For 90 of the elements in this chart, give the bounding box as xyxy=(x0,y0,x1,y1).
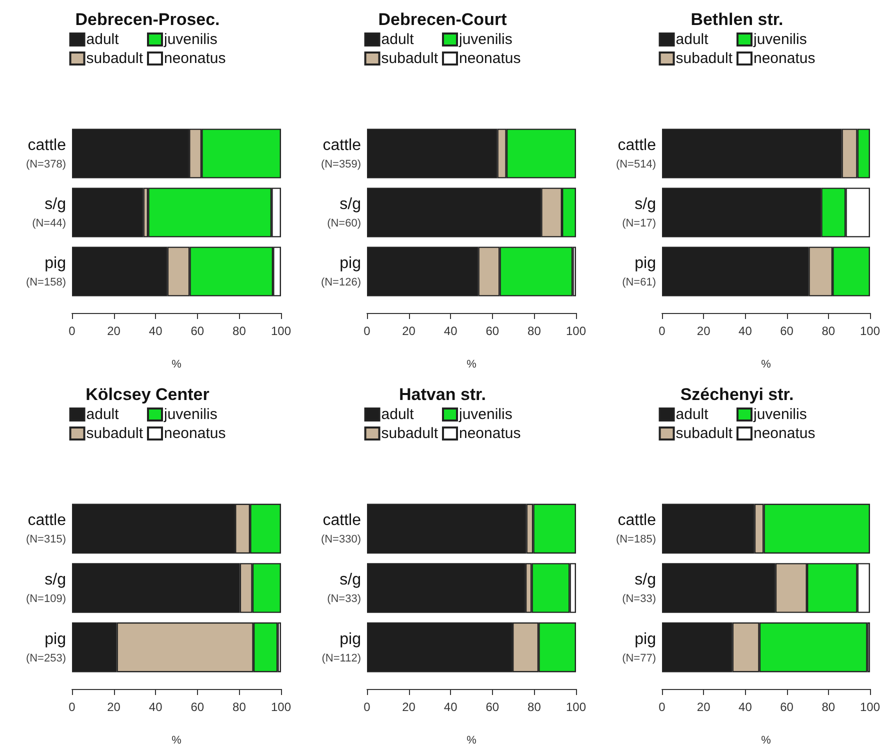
legend-label: juvenilis xyxy=(752,406,807,423)
x-tick-label: 80 xyxy=(822,700,836,714)
x-tick-label: 100 xyxy=(270,324,292,338)
x-tick-label: 80 xyxy=(528,324,542,338)
legend-label: juvenilis xyxy=(458,406,512,423)
chart-title: Debrecen-Prosec. xyxy=(75,10,220,29)
legend-label: adult xyxy=(676,31,710,48)
legend-label: adult xyxy=(86,406,120,423)
x-tick-label: 20 xyxy=(402,324,416,338)
x-tick-label: 80 xyxy=(822,324,836,338)
x-tick-label: 100 xyxy=(270,700,292,714)
x-tick-label: 60 xyxy=(190,700,204,714)
x-tick-label: 100 xyxy=(860,700,880,714)
x-tick-label: 40 xyxy=(738,700,752,714)
legend-label: adult xyxy=(676,406,710,423)
x-tick-label: 40 xyxy=(444,324,458,338)
y-tick-label: pig (N=112) xyxy=(322,630,361,664)
x-axis-title: % xyxy=(466,358,477,370)
legend-label: juvenilis xyxy=(162,31,218,48)
x-tick-label: 100 xyxy=(566,324,586,338)
legend-label: subadult xyxy=(381,425,439,442)
chart-title: Debrecen-Court xyxy=(378,10,508,29)
chart-title: Bethlen str. xyxy=(690,10,784,29)
y-tick-label: cattle (N=359) xyxy=(320,137,362,170)
y-tick-label: s/g (N=60) xyxy=(327,196,361,230)
x-tick-label: 60 xyxy=(486,700,500,714)
x-tick-label: 40 xyxy=(148,324,163,338)
x-tick-label: 100 xyxy=(566,700,586,714)
x-tick-label: 0 xyxy=(68,324,76,338)
legend-label: subadult xyxy=(676,425,734,442)
legend-label: subadult xyxy=(86,425,144,442)
x-tick-label: 0 xyxy=(364,700,371,714)
y-tick-label: cattle (N=185) xyxy=(616,512,656,546)
y-tick-label: pig (N=158) xyxy=(26,255,66,288)
x-tick-label: 0 xyxy=(658,324,666,338)
x-tick-label: 60 xyxy=(486,324,500,338)
x-tick-label: 60 xyxy=(780,700,794,714)
legend-label: neonatus xyxy=(458,425,521,442)
legend-label: juvenilis xyxy=(162,406,218,423)
y-tick-label: pig (N=126) xyxy=(320,255,361,288)
chart-title: Széchenyi str. xyxy=(680,385,794,404)
x-tick-label: 60 xyxy=(190,324,204,338)
y-tick-label: pig (N=77) xyxy=(622,630,656,664)
x-tick-label: 100 xyxy=(860,324,880,338)
legend-label: neonatus xyxy=(164,425,226,442)
x-tick-label: 40 xyxy=(738,324,752,338)
x-axis-title: % xyxy=(466,734,477,746)
legend-label: adult xyxy=(381,31,415,48)
y-tick-label: s/g (N=33) xyxy=(622,572,656,605)
legend-label: neonatus xyxy=(458,50,521,67)
x-tick-label: 0 xyxy=(658,700,666,714)
x-tick-label: 80 xyxy=(232,324,246,338)
x-axis-title: % xyxy=(761,734,772,746)
legend-label: juvenilis xyxy=(752,31,807,48)
x-tick-label: 60 xyxy=(780,324,794,338)
x-tick-label: 20 xyxy=(696,324,711,338)
legend-label: adult xyxy=(381,406,415,423)
x-axis-title: % xyxy=(761,358,772,370)
x-tick-label: 80 xyxy=(232,700,246,714)
y-tick-label: cattle (N=330) xyxy=(320,512,362,546)
legend-label: juvenilis xyxy=(458,31,512,48)
y-tick-label: pig (N=61) xyxy=(622,255,656,288)
y-tick-label: s/g (N=109) xyxy=(26,572,66,605)
chart-title: Hatvan str. xyxy=(399,385,486,404)
x-tick-label: 20 xyxy=(107,700,121,714)
y-tick-label: cattle (N=315) xyxy=(26,512,66,546)
x-tick-label: 20 xyxy=(696,700,711,714)
x-axis-title: % xyxy=(172,734,182,746)
x-tick-label: 20 xyxy=(107,324,121,338)
chart-title: Kölcsey Center xyxy=(86,385,210,404)
y-tick-label: s/g (N=44) xyxy=(32,196,66,230)
legend-label: neonatus xyxy=(164,50,226,67)
legend-label: neonatus xyxy=(753,50,816,67)
x-tick-label: 0 xyxy=(68,700,76,714)
x-tick-label: 40 xyxy=(148,700,163,714)
x-tick-label: 20 xyxy=(402,700,416,714)
legend-label: neonatus xyxy=(753,425,816,442)
legend-label: subadult xyxy=(86,50,144,67)
x-tick-label: 0 xyxy=(364,324,371,338)
y-tick-label: s/g (N=33) xyxy=(327,572,361,605)
y-tick-label: cattle (N=514) xyxy=(616,137,656,170)
y-tick-label: pig (N=253) xyxy=(26,630,66,664)
y-tick-label: s/g (N=17) xyxy=(622,196,656,230)
x-tick-label: 40 xyxy=(444,700,458,714)
x-axis-title: % xyxy=(172,358,182,370)
x-tick-label: 80 xyxy=(528,700,542,714)
legend-label: subadult xyxy=(676,50,734,67)
legend-label: subadult xyxy=(381,50,439,67)
legend-label: adult xyxy=(86,31,120,48)
y-tick-label: cattle (N=378) xyxy=(26,137,66,170)
